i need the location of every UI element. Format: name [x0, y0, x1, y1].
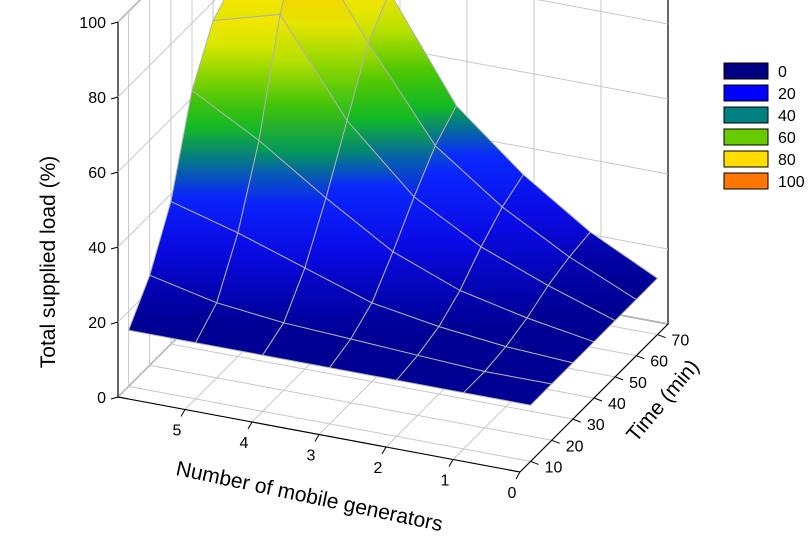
- z-tick: [110, 396, 119, 400]
- x-tick: [515, 471, 521, 480]
- z-tick-label: 60: [88, 165, 106, 182]
- legend-label: 80: [778, 152, 796, 169]
- legend-label: 0: [778, 64, 787, 81]
- legend: 0 20 40 60 80 100: [723, 62, 805, 191]
- z-tick-label: 0: [97, 390, 106, 407]
- z-tick: [110, 21, 119, 25]
- grid-line-y: [128, 11, 531, 462]
- y-tick: [572, 418, 582, 423]
- grid-line-y: [170, 0, 573, 420]
- z-tick: [110, 171, 119, 175]
- y-tick-label: 10: [545, 459, 563, 476]
- y-tick-label: 40: [608, 396, 626, 413]
- x-tick: [180, 409, 186, 417]
- y-tick: [636, 355, 645, 360]
- z-tick: [110, 321, 119, 325]
- legend-label: 40: [778, 108, 796, 125]
- x-tick-label: 0: [508, 485, 517, 502]
- z-tick-label: 80: [88, 90, 106, 107]
- y-tick: [614, 376, 624, 381]
- y-axis-line: [519, 323, 669, 473]
- z-tick-label: 100: [79, 15, 106, 32]
- surface: [128, 0, 658, 406]
- legend-swatch: [723, 172, 769, 190]
- legend-swatch: [723, 128, 769, 146]
- z-tick: [110, 246, 119, 250]
- x-axis-line: [117, 396, 521, 473]
- x-tick: [314, 434, 320, 442]
- z-axis-title: Total supplied load (%): [37, 156, 60, 368]
- legend-swatch: [723, 84, 769, 102]
- x-axis-title: Number of mobile generators: [174, 457, 445, 536]
- x-tick-label: 5: [173, 423, 182, 440]
- grid-line-y: [149, 0, 552, 441]
- surface-patch: [463, 371, 553, 406]
- legend-label: 20: [778, 86, 796, 103]
- grid-line-z: [117, 0, 669, 98]
- x-tick-label: 1: [441, 473, 450, 490]
- x-tick-label: 2: [374, 460, 383, 477]
- legend-swatch: [723, 150, 769, 168]
- y-tick: [551, 439, 560, 444]
- y-tick: [593, 397, 603, 402]
- x-tick-label: 3: [307, 448, 316, 465]
- z-tick-label: 40: [88, 240, 106, 257]
- x-tick-label: 4: [240, 435, 249, 452]
- legend-label: 60: [778, 130, 796, 147]
- y-tick-label: 60: [650, 354, 668, 371]
- y-tick-label: 20: [566, 438, 584, 455]
- y-tick-label: 30: [587, 417, 605, 434]
- z-tick-label: 20: [88, 315, 106, 332]
- legend-swatch: [723, 62, 769, 80]
- y-tick: [657, 334, 666, 339]
- z-tick: [110, 96, 119, 100]
- x-tick: [381, 446, 387, 455]
- y-tick-label: 70: [671, 333, 689, 350]
- legend-label: 100: [778, 174, 805, 191]
- x-tick: [448, 459, 454, 467]
- y-tick: [530, 460, 539, 465]
- x-tick: [247, 421, 253, 430]
- legend-swatch: [723, 106, 769, 124]
- y-tick-label: 50: [629, 375, 647, 392]
